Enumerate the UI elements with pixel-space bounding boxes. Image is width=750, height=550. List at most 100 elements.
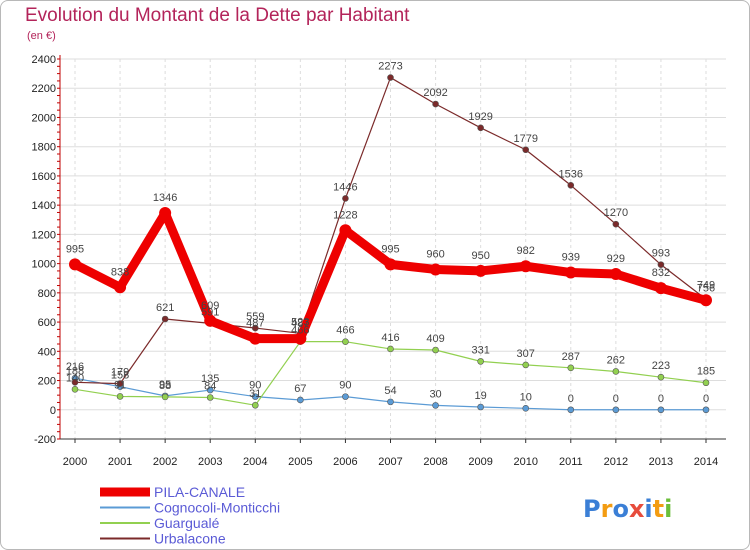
data-label-guargual-: 223 <box>652 360 670 372</box>
y-tick-label: 1000 <box>32 259 56 271</box>
data-label-pila-canale: 939 <box>562 252 580 264</box>
data-label-cognocoli-monticchi: 90 <box>339 380 351 392</box>
data-point-guargual-[interactable] <box>612 368 620 375</box>
data-label-cognocoli-monticchi: 0 <box>568 393 574 405</box>
data-point-cognocoli-monticchi[interactable] <box>567 406 575 414</box>
data-point-pila-canale[interactable] <box>609 267 622 280</box>
data-label-pila-canale: 487 <box>246 318 264 330</box>
data-point-guargual-[interactable] <box>657 373 665 381</box>
x-tick-label: 2004 <box>243 456 267 468</box>
data-label-pila-canale: 950 <box>471 250 489 262</box>
data-point-cognocoli-monticchi[interactable] <box>612 406 620 414</box>
data-point-guargual-[interactable] <box>251 401 259 409</box>
data-point-cognocoli-monticchi[interactable] <box>206 386 214 394</box>
data-point-urbalacone[interactable] <box>432 100 439 108</box>
data-label-urbalacone: 179 <box>111 367 129 379</box>
data-point-urbalacone[interactable] <box>612 220 620 228</box>
data-point-urbalacone[interactable] <box>251 324 259 332</box>
x-tick-label: 2010 <box>513 456 537 468</box>
y-tick-label: 600 <box>38 317 56 329</box>
data-point-pila-canale[interactable] <box>69 258 81 271</box>
data-point-guargual-[interactable] <box>477 358 484 365</box>
data-point-cognocoli-monticchi[interactable] <box>342 393 349 400</box>
data-point-urbalacone[interactable] <box>161 315 169 323</box>
data-label-pila-canale: 1228 <box>333 209 357 221</box>
data-label-guargual-: 466 <box>291 325 309 337</box>
data-point-pila-canale[interactable] <box>519 260 532 273</box>
x-tick-label: 2012 <box>604 456 628 468</box>
data-point-pila-canale[interactable] <box>474 264 487 277</box>
data-point-guargual-[interactable] <box>161 393 169 401</box>
data-point-pila-canale[interactable] <box>700 294 712 307</box>
data-label-cognocoli-monticchi: 0 <box>613 393 619 405</box>
data-label-urbalacone: 1779 <box>513 133 537 145</box>
data-point-cognocoli-monticchi[interactable] <box>477 403 484 411</box>
y-tick-label: 2200 <box>32 83 56 95</box>
data-point-urbalacone[interactable] <box>71 378 79 386</box>
data-point-cognocoli-monticchi[interactable] <box>432 402 439 409</box>
data-label-cognocoli-monticchi: 158 <box>111 370 129 382</box>
data-point-urbalacone[interactable] <box>657 261 665 268</box>
data-point-guargual-[interactable] <box>702 379 710 387</box>
legend-label-cognocoli-monticchi: Cognocoli-Monticchi <box>154 500 280 516</box>
data-point-urbalacone[interactable] <box>477 124 484 132</box>
data-point-guargual-[interactable] <box>567 364 575 372</box>
data-label-guargual-: 88 <box>159 380 171 392</box>
data-point-guargual-[interactable] <box>342 338 349 345</box>
data-label-pila-canale: 929 <box>607 253 625 265</box>
data-label-pila-canale: 487 <box>291 318 309 330</box>
data-label-guargual-: 262 <box>607 354 625 366</box>
data-label-guargual-: 409 <box>426 333 444 345</box>
x-tick-label: 2009 <box>468 456 492 468</box>
y-tick-label: 400 <box>38 346 56 358</box>
data-point-guargual-[interactable] <box>387 345 394 353</box>
data-point-pila-canale[interactable] <box>159 207 172 220</box>
data-point-pila-canale[interactable] <box>294 332 307 345</box>
plot-area <box>60 59 726 439</box>
data-label-pila-canale: 609 <box>201 300 219 312</box>
y-tick-label: 2400 <box>32 54 56 66</box>
data-label-guargual-: 84 <box>204 380 216 392</box>
data-point-guargual-[interactable] <box>116 393 124 400</box>
data-label-cognocoli-monticchi: 0 <box>703 393 709 405</box>
data-point-pila-canale[interactable] <box>654 282 667 295</box>
data-point-cognocoli-monticchi[interactable] <box>251 393 259 400</box>
data-point-pila-canale[interactable] <box>204 314 217 327</box>
data-point-urbalacone[interactable] <box>342 195 349 202</box>
data-point-pila-canale[interactable] <box>429 263 442 276</box>
data-point-guargual-[interactable] <box>71 386 79 393</box>
data-label-guargual-: 466 <box>336 325 354 337</box>
x-tick-label: 2011 <box>559 456 583 468</box>
data-point-guargual-[interactable] <box>522 361 530 369</box>
data-label-guargual-: 416 <box>381 332 399 344</box>
y-tick-label: 200 <box>38 376 56 388</box>
data-point-pila-canale[interactable] <box>249 332 262 345</box>
data-label-cognocoli-monticchi: 10 <box>520 391 532 403</box>
data-point-urbalacone[interactable] <box>116 380 124 387</box>
data-point-pila-canale[interactable] <box>384 258 397 271</box>
data-point-urbalacone[interactable] <box>522 146 530 154</box>
data-point-pila-canale[interactable] <box>114 281 127 294</box>
data-point-cognocoli-monticchi[interactable] <box>297 396 304 404</box>
x-tick-label: 2014 <box>694 456 718 468</box>
legend-label-pila-canale: PILA-CANALE <box>154 484 245 500</box>
data-point-guargual-[interactable] <box>206 394 214 401</box>
data-point-guargual-[interactable] <box>432 346 439 354</box>
x-tick-label: 2007 <box>378 456 402 468</box>
data-point-pila-canale[interactable] <box>339 224 352 237</box>
data-label-guargual-: 307 <box>517 348 535 360</box>
data-label-pila-canale: 1346 <box>153 192 177 204</box>
data-label-urbalacone: 756 <box>697 282 715 294</box>
data-label-guargual-: 287 <box>562 351 580 363</box>
x-tick-label: 2008 <box>423 456 447 468</box>
data-point-pila-canale[interactable] <box>564 266 577 279</box>
data-point-cognocoli-monticchi[interactable] <box>702 406 710 414</box>
data-point-cognocoli-monticchi[interactable] <box>387 398 394 406</box>
data-point-cognocoli-monticchi[interactable] <box>657 406 665 414</box>
data-point-urbalacone[interactable] <box>567 181 575 189</box>
data-point-urbalacone[interactable] <box>387 74 394 81</box>
data-label-cognocoli-monticchi: 90 <box>249 380 261 392</box>
data-label-cognocoli-monticchi: 19 <box>475 390 487 402</box>
data-point-cognocoli-monticchi[interactable] <box>522 405 530 412</box>
